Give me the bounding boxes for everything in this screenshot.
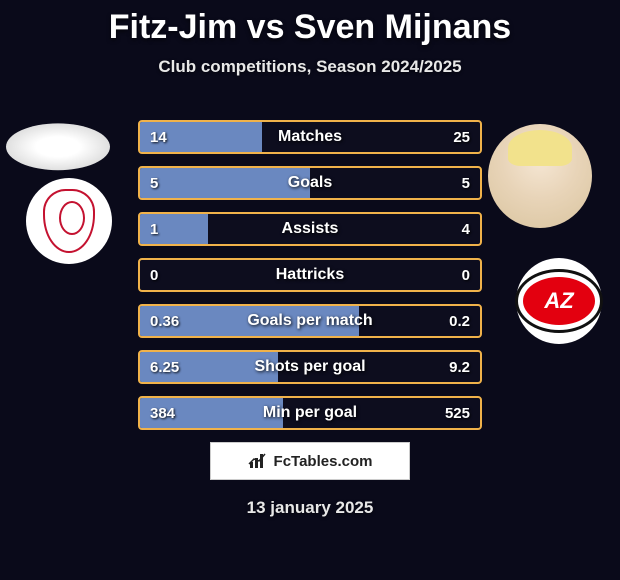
stat-row: 0.36Goals per match0.2 xyxy=(138,304,482,338)
stats-container: 14Matches25 5Goals5 1Assists4 0Hattricks0 0.… xyxy=(138,120,482,442)
player-right-club-badge: AZ xyxy=(516,258,602,344)
stat-right-value: 25 xyxy=(453,122,470,152)
player-right-avatar xyxy=(488,124,592,228)
stat-label: Shots per goal xyxy=(140,352,480,382)
stat-label: Goals xyxy=(140,168,480,198)
stat-row: 0Hattricks0 xyxy=(138,258,482,292)
stat-label: Assists xyxy=(140,214,480,244)
stat-right-value: 0 xyxy=(462,260,470,290)
stat-label: Matches xyxy=(140,122,480,152)
stat-row: 384Min per goal525 xyxy=(138,396,482,430)
stat-right-value: 0.2 xyxy=(449,306,470,336)
stat-row: 5Goals5 xyxy=(138,166,482,200)
brand-text: FcTables.com xyxy=(274,453,373,470)
player-left-club-badge xyxy=(26,178,112,264)
stat-right-value: 9.2 xyxy=(449,352,470,382)
stat-label: Min per goal xyxy=(140,398,480,428)
az-icon: AZ xyxy=(523,277,595,325)
chart-icon xyxy=(248,452,268,470)
subtitle: Club competitions, Season 2024/2025 xyxy=(0,57,620,77)
footer-date: 13 january 2025 xyxy=(0,498,620,518)
stat-label: Goals per match xyxy=(140,306,480,336)
stat-right-value: 4 xyxy=(462,214,470,244)
stat-right-value: 5 xyxy=(462,168,470,198)
stat-row: 6.25Shots per goal9.2 xyxy=(138,350,482,384)
stat-row: 14Matches25 xyxy=(138,120,482,154)
player-left-avatar xyxy=(6,123,110,170)
stat-row: 1Assists4 xyxy=(138,212,482,246)
brand-logo[interactable]: FcTables.com xyxy=(210,442,410,480)
ajax-icon xyxy=(43,189,95,253)
stat-label: Hattricks xyxy=(140,260,480,290)
stat-right-value: 525 xyxy=(445,398,470,428)
page-title: Fitz-Jim vs Sven Mijnans xyxy=(0,0,620,47)
